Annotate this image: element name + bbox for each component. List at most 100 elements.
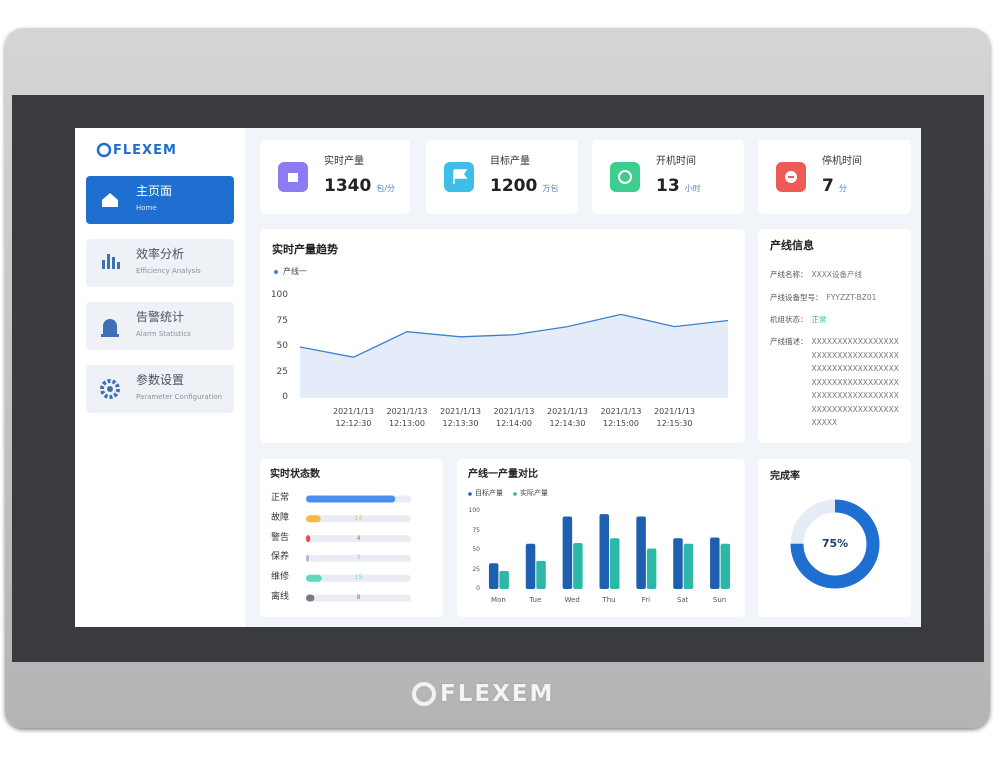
chart-title: 产线一产量对比 [468, 469, 538, 480]
y-tick-label: 50 [276, 341, 288, 351]
y-tick-label: 100 [468, 507, 480, 514]
bar [536, 560, 546, 589]
nav-button[interactable] [86, 302, 234, 350]
y-tick-label: 25 [472, 565, 480, 573]
bar-track [306, 574, 411, 582]
kpi-value: 1340 [324, 176, 372, 196]
area [300, 314, 728, 398]
value-label: 4 [356, 534, 361, 542]
brand: FLEXEM [113, 143, 177, 158]
info-value: XXXXXXXXXXXXXXXXXXXXXXXXXXXXXXXXXXXXXXXX… [811, 337, 899, 427]
info-value: XXXX设备产线 [811, 270, 863, 279]
chart-title: 实时产量趋势 [272, 243, 338, 256]
legend-label: 实际产量 [520, 489, 548, 497]
kpi-label: 停机时间 [822, 156, 862, 167]
x-tick-label: Sun [712, 596, 727, 604]
kpi-unit: 包/分 [376, 184, 396, 193]
x-tick-label: Sat [676, 596, 689, 604]
legend-label: 产线一 [283, 267, 307, 276]
value-label: 15 [354, 574, 363, 582]
nav-button[interactable] [86, 365, 234, 413]
nav-subtitle: Home [136, 204, 157, 212]
chart-title: 完成率 [770, 471, 800, 482]
legend-dot [513, 492, 517, 496]
info-label: 产线描述： [770, 337, 808, 346]
bar [710, 537, 720, 589]
bar [306, 515, 321, 523]
info-title: 产线信息 [770, 239, 814, 252]
bar-track [306, 554, 411, 562]
bar [488, 563, 499, 589]
info-row: 产线名称： XXXX设备产线 [770, 268, 902, 282]
donut-label: 75% [821, 537, 849, 550]
bar [306, 554, 310, 562]
icons [96, 142, 806, 706]
y-tick-label: 50 [472, 546, 480, 553]
value-label: 14 [354, 514, 363, 522]
bar [683, 543, 694, 589]
y-tick-label: 100 [270, 290, 288, 300]
x-tick-label: Mon [491, 596, 506, 604]
x-tick-label: 2021/1/13 12:15:00 [600, 407, 642, 428]
category-label: 保养 [271, 552, 290, 563]
category-label: 正常 [271, 493, 290, 503]
bar-track [306, 535, 411, 543]
nav-subtitle: Alarm Statistics [136, 330, 191, 338]
y-tick-label: 0 [282, 392, 288, 402]
bar [636, 516, 646, 589]
donut-arc [790, 499, 880, 589]
kpi-label: 目标产量 [490, 156, 530, 167]
x-tick-label: Thu [602, 596, 616, 604]
y-tick-label: 25 [276, 366, 288, 377]
kpi-value: 13 [656, 176, 680, 196]
bezel-brand: FLEXEM [440, 681, 555, 707]
nav-button[interactable] [86, 239, 234, 287]
x-tick-label: 2021/1/13 12:14:30 [546, 407, 589, 428]
y-tick-label: 75 [276, 315, 288, 326]
bar-track [306, 515, 411, 523]
y-tick-label: 0 [476, 585, 480, 592]
kpi-unit: 分 [838, 184, 847, 193]
kpi-value-row: 1200 万包 [490, 178, 558, 195]
x-tick-label: Fri [641, 596, 651, 604]
kpi-unit: 万包 [542, 184, 559, 193]
bar [610, 538, 620, 589]
nav-subtitle: Parameter Configuration [136, 393, 223, 401]
bar [499, 571, 509, 589]
legend-label: 目标产量 [475, 489, 503, 497]
category-label: 离线 [271, 592, 290, 602]
line [299, 313, 729, 358]
bar [573, 542, 583, 589]
info-row: 产线描述： XXXXXXXXXXXXXXXXXXXXXXXXXXXXXXXXXXX… [770, 335, 902, 430]
nav-button[interactable] [86, 176, 234, 224]
category-label: 故障 [271, 512, 290, 523]
category-label: 警告 [271, 532, 290, 543]
kpi-value-row: 1340 包/分 [324, 178, 395, 195]
nav-title: 主页面 [136, 184, 173, 198]
kpi-label: 实时产量 [324, 156, 364, 167]
rate-card [758, 459, 911, 617]
nav-subtitle: Efficiency Analysis [136, 267, 201, 275]
info-value: 正常 [811, 315, 827, 324]
info-label: 机组状态： [770, 315, 808, 324]
bar [646, 548, 657, 589]
value-label: 3 [356, 554, 361, 562]
chart-title: 实时状态数 [270, 469, 320, 480]
bar [306, 594, 315, 602]
info-row: 机组状态： 正常 [770, 313, 902, 327]
y-tick-label: 75 [472, 526, 480, 534]
nav-title: 参数设置 [136, 373, 185, 387]
info-row: 产线设备型号： FYYZZT-BZ01 [770, 291, 902, 305]
nav-title: 告警统计 [136, 310, 185, 324]
category-label: 维修 [271, 572, 290, 583]
bar [720, 543, 731, 589]
bar [562, 516, 573, 589]
kpi-label: 开机时间 [656, 156, 696, 167]
info-label: 产线名称： [770, 270, 808, 279]
info-card [758, 229, 911, 443]
bar [306, 535, 311, 543]
